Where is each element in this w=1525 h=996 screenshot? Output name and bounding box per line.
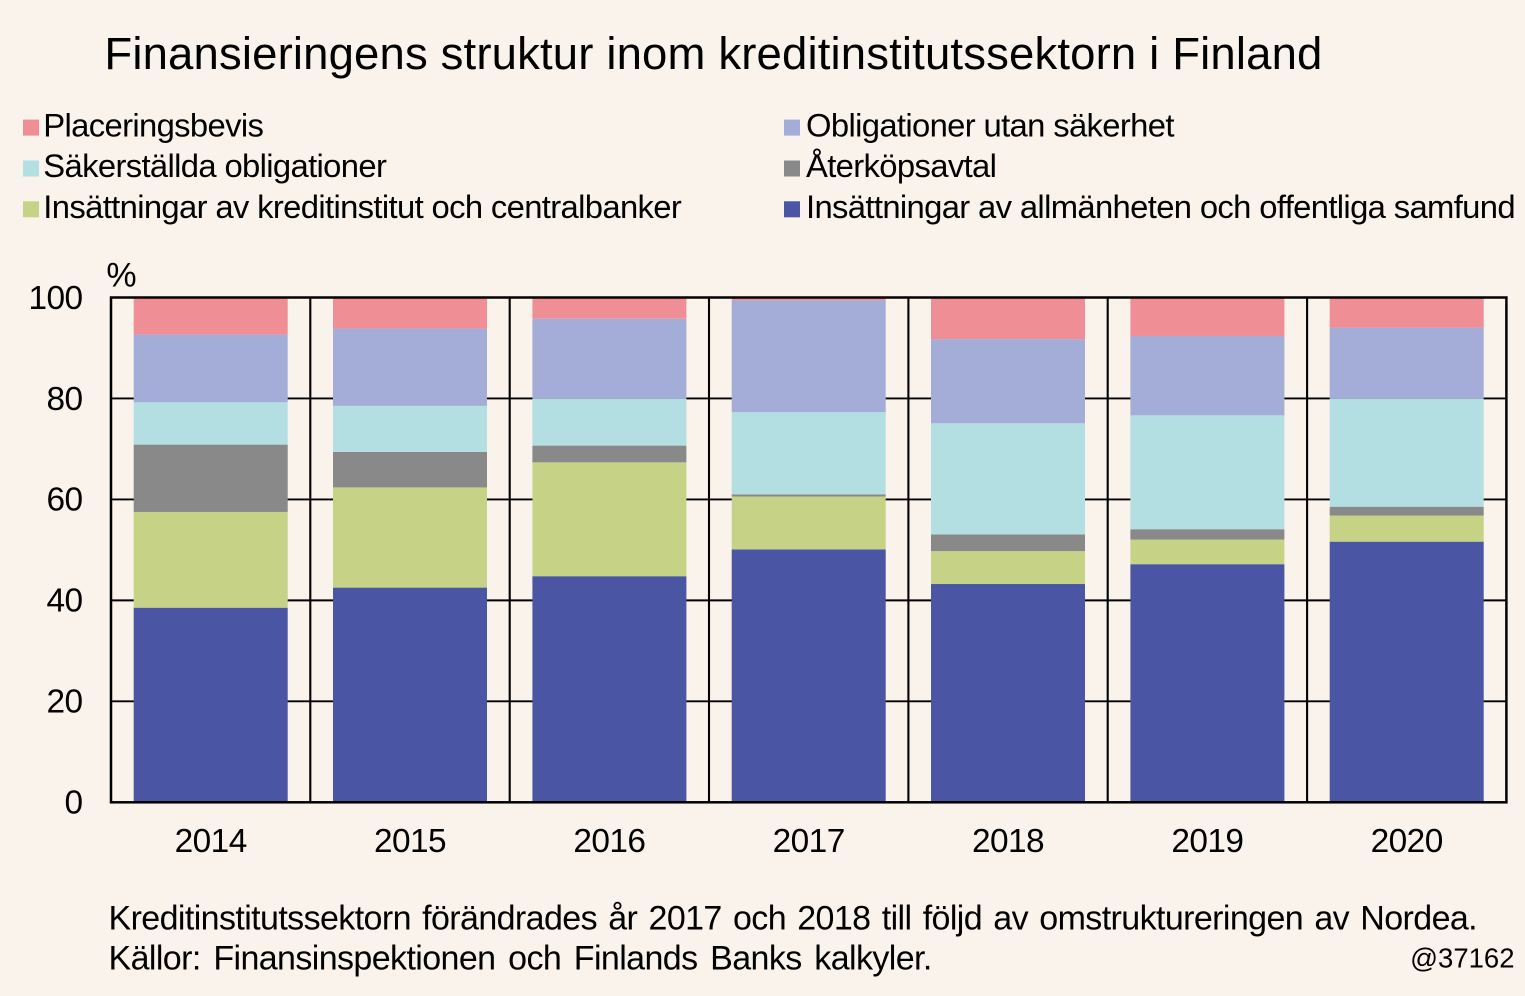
svg-text:100: 100 bbox=[28, 280, 82, 317]
svg-text:80: 80 bbox=[46, 381, 82, 418]
svg-text:2017: 2017 bbox=[773, 823, 845, 860]
svg-text:2019: 2019 bbox=[1171, 823, 1243, 860]
svg-text:20: 20 bbox=[46, 684, 82, 721]
svg-text:Obligationer utan säkerhet: Obligationer utan säkerhet bbox=[806, 106, 1174, 143]
svg-text:@37162: @37162 bbox=[1410, 943, 1514, 974]
svg-text:%: % bbox=[106, 257, 136, 295]
svg-text:Kreditinstitutssektorn förändr: Kreditinstitutssektorn förändrades år 20… bbox=[109, 900, 1478, 938]
svg-text:Insättningar av allmänheten oc: Insättningar av allmänheten och offentli… bbox=[806, 188, 1515, 225]
svg-text:2018: 2018 bbox=[972, 823, 1044, 860]
svg-text:Återköpsavtal: Återköpsavtal bbox=[806, 147, 996, 184]
svg-text:2020: 2020 bbox=[1371, 823, 1443, 860]
svg-text:2014: 2014 bbox=[175, 823, 247, 860]
svg-text:Säkerställda obligationer: Säkerställda obligationer bbox=[43, 147, 387, 184]
svg-text:2016: 2016 bbox=[573, 823, 645, 860]
svg-text:Placeringsbevis: Placeringsbevis bbox=[43, 106, 263, 143]
svg-text:40: 40 bbox=[46, 583, 82, 620]
svg-text:60: 60 bbox=[46, 482, 82, 519]
svg-text:2015: 2015 bbox=[374, 823, 446, 860]
svg-text:Finansieringens struktur inom: Finansieringens struktur inom kreditinst… bbox=[104, 28, 1322, 79]
svg-text:0: 0 bbox=[64, 785, 82, 822]
svg-text:Källor: Finansinspektionen och: Källor: Finansinspektionen och Finlands … bbox=[109, 939, 932, 977]
svg-text:Insättningar av kreditinstitut: Insättningar av kreditinstitut och centr… bbox=[43, 188, 682, 225]
